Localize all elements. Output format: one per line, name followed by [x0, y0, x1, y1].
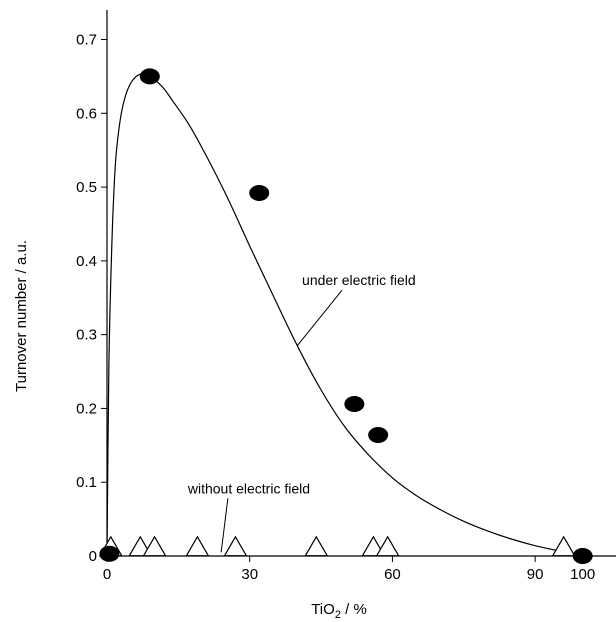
x-tick-label: 90 — [527, 566, 544, 583]
annotation-label: without electric field — [187, 480, 310, 496]
x-tick-label: 0 — [103, 566, 111, 583]
x-tick-label: 100 — [570, 566, 595, 583]
y-tick-label: 0.1 — [76, 474, 97, 491]
triangle-point — [304, 535, 329, 557]
y-tick-label: 0.4 — [76, 253, 97, 270]
triangle-point — [185, 535, 210, 557]
annotation-leader-line — [296, 289, 343, 347]
y-tick-label: 0.2 — [76, 400, 97, 417]
x-tick-label: 60 — [384, 566, 401, 583]
annotation-layer: under electric field without electric fie… — [187, 272, 416, 553]
y-tick-label: 0.7 — [76, 32, 97, 49]
annotation-label: under electric field — [302, 272, 416, 288]
x-tick-label: 30 — [241, 566, 258, 583]
circle-point — [249, 184, 270, 201]
triangle-point — [375, 535, 400, 557]
y-tick-label: 0.5 — [76, 179, 97, 196]
y-axis-title: Turnover number / a.u. — [13, 240, 30, 392]
fit-curve — [106, 73, 583, 557]
y-tick-label: 0 — [89, 548, 97, 565]
circle-point — [139, 68, 160, 85]
x-axis-title: TiO2 / % — [311, 601, 367, 621]
fit-curve-layer — [106, 73, 583, 557]
triangle-point — [223, 535, 248, 557]
circle-point — [572, 548, 593, 564]
y-tick-label: 0.3 — [76, 327, 97, 344]
circle-point — [368, 426, 389, 443]
y-tick-label: 0.6 — [76, 105, 97, 122]
marker-layer — [98, 68, 593, 564]
annotation-leader-line — [220, 498, 229, 553]
axes: 0 0.1 0.2 0.3 0.4 0.5 0.6 0.7 0 30 60 90 100 — [76, 10, 616, 583]
triangle-point — [551, 535, 576, 557]
circle-point — [344, 396, 365, 413]
triangle-point — [142, 535, 167, 557]
circle-point — [99, 545, 120, 562]
